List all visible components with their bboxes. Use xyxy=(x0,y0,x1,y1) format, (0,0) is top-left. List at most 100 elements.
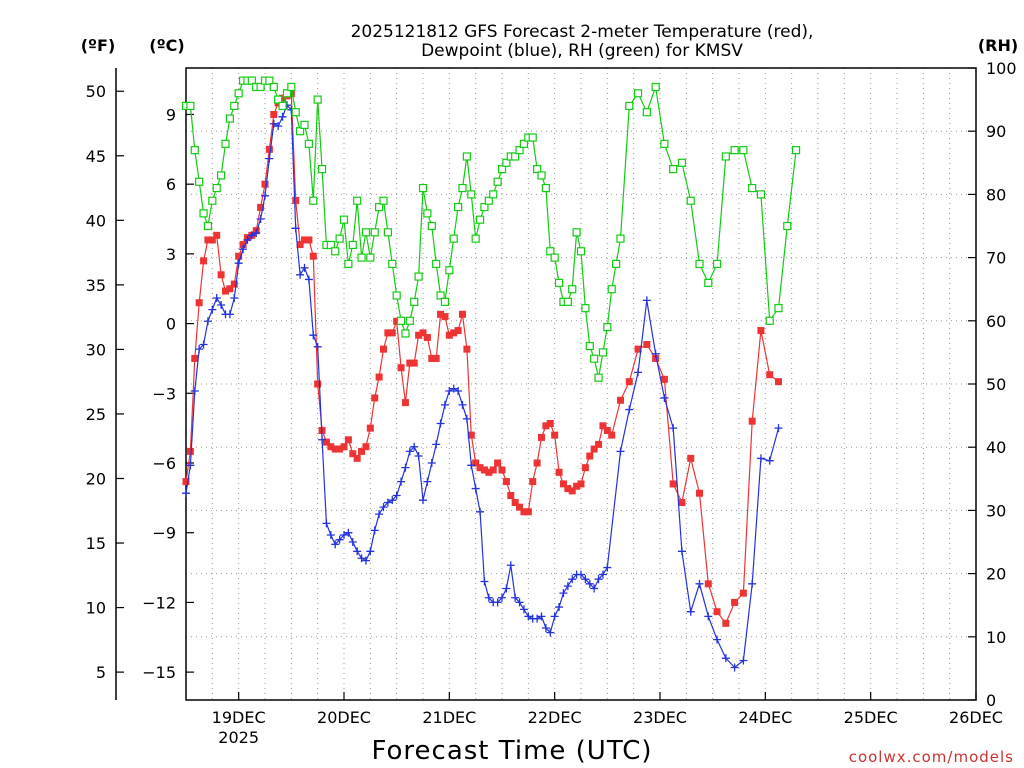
dewpoint-point xyxy=(660,393,669,402)
dewpoint-point xyxy=(537,612,546,621)
dewpoint-point xyxy=(555,603,564,612)
temperature-point xyxy=(687,454,695,462)
rh-point xyxy=(660,139,669,148)
rh-point xyxy=(576,247,586,256)
rh-point xyxy=(502,158,511,167)
temperature-point xyxy=(546,420,554,427)
temperature-point xyxy=(603,426,611,434)
temperature-point xyxy=(279,94,287,102)
dewpoint-point xyxy=(603,563,612,572)
rh-point xyxy=(730,146,739,155)
temperature-point xyxy=(423,334,431,342)
temperature-point xyxy=(559,480,567,488)
temperature-point xyxy=(270,110,278,118)
chart-title-line1: 2025121812 GFS Forecast 2-meter Temperat… xyxy=(351,22,814,42)
rh-point xyxy=(756,190,766,199)
rh-point xyxy=(774,304,783,313)
rh-tick-label: 70 xyxy=(986,249,1006,268)
temperature-point xyxy=(217,271,225,279)
x-tick-label: 23DEC xyxy=(633,708,687,727)
temperature-point xyxy=(182,478,190,486)
rh-point xyxy=(291,108,300,117)
temperature-point xyxy=(406,359,414,367)
celsius-tick-label: 0 xyxy=(166,315,176,334)
dewpoint-point xyxy=(445,386,454,395)
dewpoint-point xyxy=(432,440,441,449)
temperature-point xyxy=(652,354,660,362)
dewpoint-point xyxy=(278,112,287,121)
fahrenheit-tick-label: 25 xyxy=(86,405,106,424)
rh-point xyxy=(462,152,471,161)
temperature-point xyxy=(432,354,440,362)
dewpoint-point xyxy=(550,612,559,621)
rh-point xyxy=(581,304,590,313)
rh-point xyxy=(515,146,524,155)
temperature-point xyxy=(731,598,739,606)
temperature-point xyxy=(573,482,581,490)
fahrenheit-unit-label: (ºF) xyxy=(81,36,116,55)
dewpoint-point xyxy=(739,656,748,665)
dewpoint-point xyxy=(506,561,515,570)
dewpoint-point xyxy=(392,491,401,500)
rh-point xyxy=(370,228,379,237)
temperature-point xyxy=(678,499,686,506)
rh-point xyxy=(361,228,371,237)
rh-point xyxy=(353,196,362,205)
dewpoint-point xyxy=(765,456,774,465)
rh-tick-label: 60 xyxy=(986,312,1006,331)
rh-point xyxy=(572,228,581,237)
dewpoint-point xyxy=(598,570,607,579)
temperature-point xyxy=(437,310,445,318)
dewpoint-point xyxy=(651,349,660,358)
temperature-point xyxy=(336,445,344,453)
x-tick-label: 22DEC xyxy=(528,708,582,727)
temperature-point xyxy=(200,257,208,265)
temperature-point xyxy=(327,443,335,451)
rh-point xyxy=(388,259,397,269)
rh-point xyxy=(607,285,616,294)
fahrenheit-tick-label: 50 xyxy=(86,82,106,101)
dewpoint-point xyxy=(269,119,278,128)
rh-point xyxy=(383,228,392,237)
temperature-point xyxy=(634,345,642,353)
rh-point xyxy=(686,196,695,205)
rh-point xyxy=(304,139,313,148)
rh-point xyxy=(471,234,480,243)
temperature-point xyxy=(542,422,550,430)
dewpoint-point xyxy=(577,570,585,579)
rh-point xyxy=(458,183,467,193)
dewpoint-point xyxy=(559,589,568,598)
temperature-point xyxy=(230,280,238,288)
temperature-point xyxy=(195,299,203,307)
gridlines xyxy=(186,68,976,700)
chart-title-line2: Dewpoint (blue), RH (green) for KMSV xyxy=(421,41,743,61)
x-tick-label: 20DEC xyxy=(317,708,371,727)
fahrenheit-tick-label: 5 xyxy=(96,663,106,682)
temperature-point xyxy=(362,443,370,451)
dewpoint-point xyxy=(291,224,300,233)
temperature-point xyxy=(213,231,221,239)
rh-tick-label: 10 xyxy=(986,628,1006,647)
dewpoint-point xyxy=(274,122,283,131)
dewpoint-point xyxy=(335,535,344,544)
rh-point xyxy=(375,202,384,212)
dewpoint-point xyxy=(511,593,520,602)
dewpoint-point xyxy=(721,654,730,663)
rh-tick-label: 90 xyxy=(986,122,1006,141)
temperature-point xyxy=(450,329,458,337)
temperature-point xyxy=(502,478,510,486)
rh-point xyxy=(783,221,792,231)
dewpoint-point xyxy=(730,663,739,672)
temperature-point xyxy=(463,345,471,353)
temperature-point xyxy=(349,450,357,458)
rh-point xyxy=(331,247,340,256)
dewpoint-point xyxy=(331,540,340,549)
x-tick-label: 26DEC xyxy=(949,708,1003,727)
rh-point xyxy=(445,266,454,275)
temperature-point xyxy=(467,431,475,439)
dewpoint-point xyxy=(361,556,370,565)
temperature-point xyxy=(222,287,229,295)
dewpoint-point xyxy=(401,463,410,472)
dewpoint-point xyxy=(256,215,265,224)
dewpoint-point xyxy=(353,547,362,556)
